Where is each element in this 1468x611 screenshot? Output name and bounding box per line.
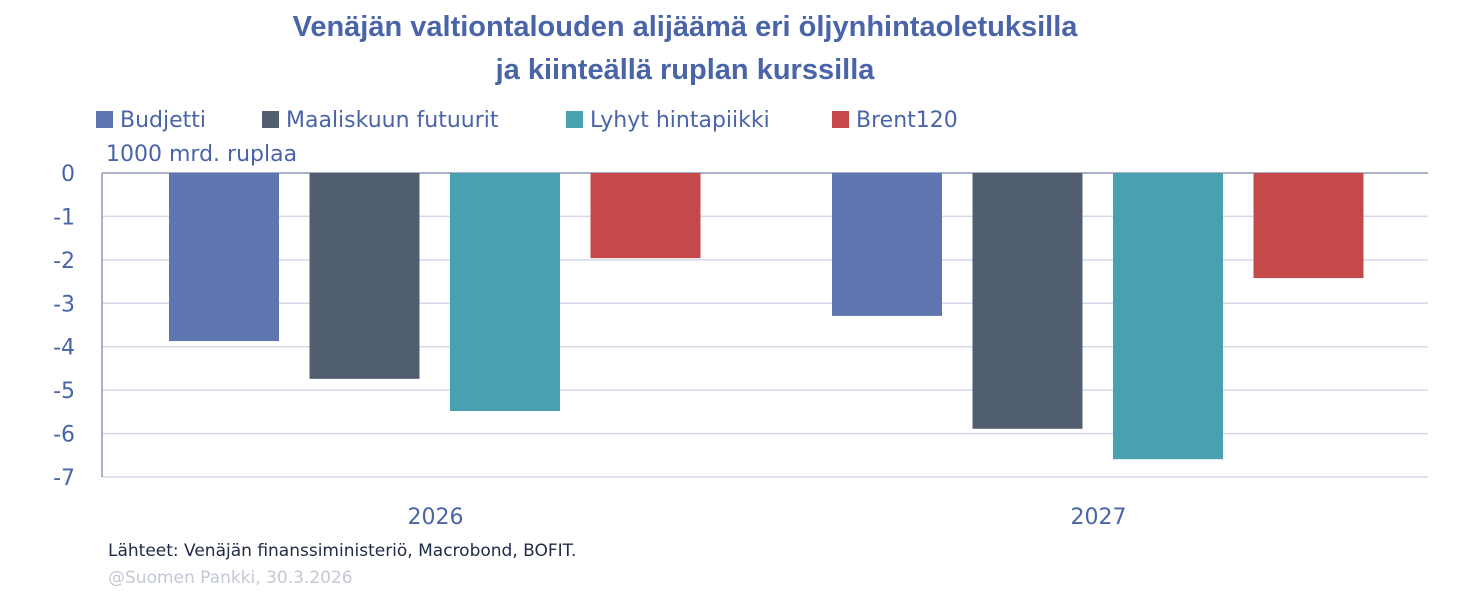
legend-swatch	[832, 111, 849, 128]
bar-2027-1	[972, 173, 1083, 429]
x-tick-label: 2026	[408, 505, 464, 530]
legend: Budjetti Maaliskuun futuurit Lyhyt hintapi…	[96, 108, 958, 133]
bar-2026-3	[590, 173, 701, 259]
y-tick-label: -1	[53, 205, 75, 230]
y-tick-label: -7	[53, 466, 75, 491]
source-note: Lähteet: Venäjän finanssiministeriö, Mac…	[108, 541, 576, 561]
x-tick-label: 2027	[1071, 505, 1127, 530]
bar-2027-3	[1253, 173, 1364, 279]
legend-swatch	[566, 111, 583, 128]
legend-label: Maaliskuun futuurit	[286, 108, 499, 133]
chart-title-line-2: ja kiinteällä ruplan kurssilla	[495, 54, 876, 86]
bar-2027-2	[1113, 173, 1223, 460]
y-axis-unit-label: 1000 mrd. ruplaa	[106, 142, 297, 167]
bar-2027-0	[832, 173, 942, 316]
bar-2026-2	[450, 173, 560, 411]
legend-swatch	[262, 111, 279, 128]
x-axis-ticks: 2026 2027	[408, 505, 1127, 530]
legend-swatch	[96, 111, 113, 128]
y-axis-ticks: 0 -1 -2 -3 -4 -5 -6 -7	[53, 162, 75, 491]
y-tick-label: -4	[53, 336, 75, 361]
y-tick-label: -6	[53, 423, 75, 448]
bar-2026-0	[169, 173, 279, 342]
legend-label: Brent120	[856, 108, 958, 133]
legend-label: Lyhyt hintapiikki	[590, 108, 770, 133]
bars	[169, 173, 1364, 460]
bar-2026-1	[309, 173, 420, 379]
y-tick-label: -2	[53, 249, 75, 274]
legend-label: Budjetti	[120, 108, 206, 133]
chart-title-line-1: Venäjän valtiontalouden alijäämä eri ölj…	[293, 11, 1079, 43]
y-tick-label: -3	[53, 292, 75, 317]
y-tick-label: 0	[61, 162, 75, 187]
copyright-note: @Suomen Pankki, 30.3.2026	[108, 568, 353, 588]
gridlines	[101, 172, 1428, 478]
y-tick-label: -5	[53, 379, 75, 404]
